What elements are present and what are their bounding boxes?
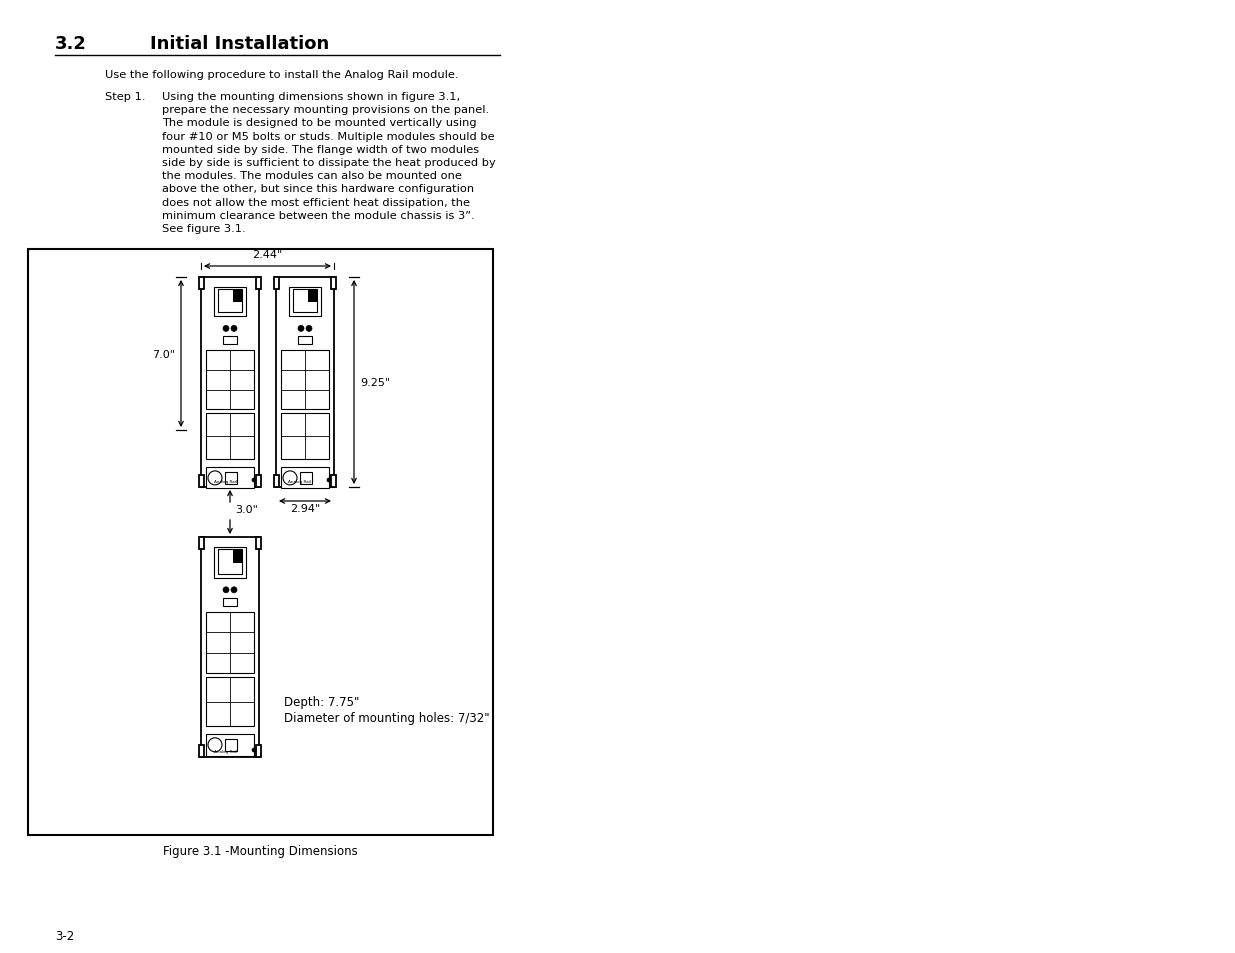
- Bar: [206, 468, 254, 489]
- Bar: [294, 290, 316, 314]
- Bar: [256, 537, 261, 550]
- Circle shape: [327, 478, 331, 482]
- Bar: [256, 277, 261, 290]
- Text: Use the following procedure to install the Analog Rail module.: Use the following procedure to install t…: [105, 70, 458, 80]
- Bar: [206, 678, 254, 726]
- Text: 9.25": 9.25": [359, 377, 390, 388]
- Bar: [256, 476, 261, 488]
- Bar: [282, 468, 329, 489]
- Text: the modules. The modules can also be mounted one: the modules. The modules can also be mou…: [162, 171, 462, 181]
- Bar: [215, 547, 246, 578]
- Circle shape: [224, 587, 228, 593]
- Text: Analog Rail: Analog Rail: [214, 479, 236, 483]
- Bar: [201, 537, 259, 758]
- Text: Initial Installation: Initial Installation: [149, 35, 330, 53]
- Bar: [206, 414, 254, 460]
- Text: four #10 or M5 bolts or studs. Multiple modules should be: four #10 or M5 bolts or studs. Multiple …: [162, 132, 495, 141]
- Bar: [289, 288, 321, 317]
- Bar: [206, 612, 254, 674]
- Text: Depth: 7.75": Depth: 7.75": [284, 696, 359, 709]
- Text: Using the mounting dimensions shown in figure 3.1,: Using the mounting dimensions shown in f…: [162, 91, 461, 102]
- Bar: [282, 351, 329, 410]
- Bar: [331, 476, 336, 488]
- Text: side by side is sufficient to dissipate the heat produced by: side by side is sufficient to dissipate …: [162, 158, 495, 168]
- Bar: [224, 598, 237, 606]
- Text: Step 1.: Step 1.: [105, 91, 146, 102]
- Bar: [199, 745, 204, 758]
- Bar: [282, 414, 329, 460]
- Bar: [206, 351, 254, 410]
- Circle shape: [252, 748, 256, 752]
- Bar: [225, 473, 237, 484]
- Text: mounted side by side. The flange width of two modules: mounted side by side. The flange width o…: [162, 145, 479, 154]
- Bar: [199, 277, 204, 290]
- Text: prepare the necessary mounting provisions on the panel.: prepare the necessary mounting provision…: [162, 105, 489, 115]
- Bar: [28, 250, 493, 835]
- Text: 3.0": 3.0": [235, 504, 258, 515]
- Bar: [219, 550, 242, 575]
- Bar: [331, 277, 336, 290]
- Text: 2.94": 2.94": [290, 503, 320, 514]
- Circle shape: [298, 326, 304, 332]
- Text: 3.2: 3.2: [56, 35, 86, 53]
- Bar: [219, 290, 242, 314]
- Bar: [275, 277, 333, 488]
- Text: Analog Rail: Analog Rail: [289, 479, 311, 483]
- Bar: [215, 288, 246, 317]
- Text: 7.0": 7.0": [152, 349, 175, 359]
- Circle shape: [252, 478, 256, 482]
- Bar: [206, 734, 254, 756]
- Text: 3-2: 3-2: [56, 929, 74, 942]
- Bar: [274, 476, 279, 488]
- Bar: [201, 277, 259, 488]
- Text: above the other, but since this hardware configuration: above the other, but since this hardware…: [162, 184, 474, 194]
- Bar: [233, 550, 242, 563]
- Circle shape: [306, 326, 312, 332]
- Bar: [309, 290, 316, 302]
- Bar: [225, 739, 237, 751]
- Circle shape: [231, 587, 237, 593]
- Text: 2.44": 2.44": [252, 250, 283, 260]
- Circle shape: [224, 326, 228, 332]
- Text: See figure 3.1.: See figure 3.1.: [162, 224, 246, 233]
- Bar: [298, 337, 312, 345]
- Bar: [256, 745, 261, 758]
- Text: The module is designed to be mounted vertically using: The module is designed to be mounted ver…: [162, 118, 477, 129]
- Text: does not allow the most efficient heat dissipation, the: does not allow the most efficient heat d…: [162, 197, 471, 208]
- Bar: [274, 277, 279, 290]
- Bar: [199, 537, 204, 550]
- Text: Analog Rail: Analog Rail: [214, 749, 236, 753]
- Text: minimum clearance between the module chassis is 3”.: minimum clearance between the module cha…: [162, 211, 474, 220]
- Bar: [233, 290, 242, 302]
- Bar: [300, 473, 312, 484]
- Text: Diameter of mounting holes: 7/32": Diameter of mounting holes: 7/32": [284, 712, 489, 724]
- Text: Figure 3.1 -Mounting Dimensions: Figure 3.1 -Mounting Dimensions: [163, 844, 358, 857]
- Circle shape: [231, 326, 237, 332]
- Bar: [224, 337, 237, 345]
- Bar: [199, 476, 204, 488]
